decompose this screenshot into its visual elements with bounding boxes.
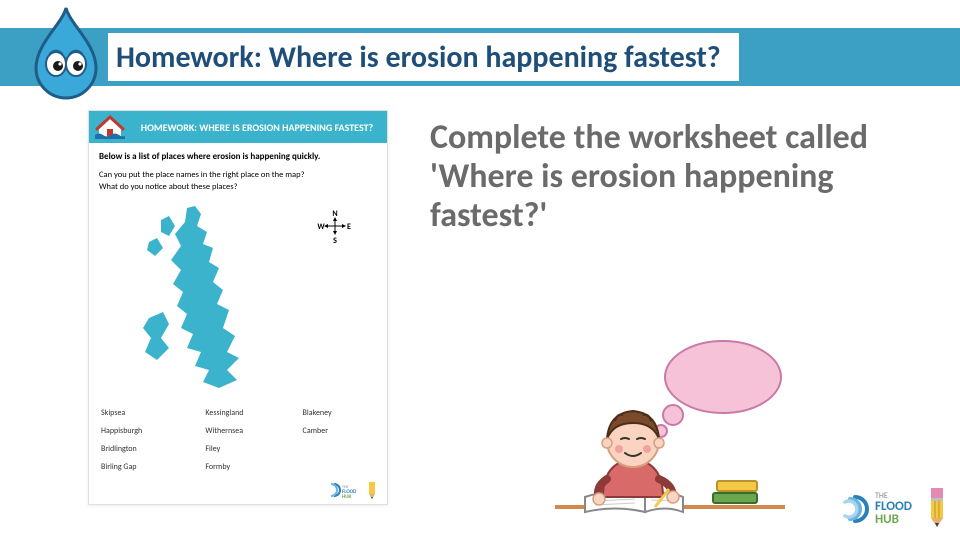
table-row: Happisburgh Withernsea Camber <box>99 422 377 440</box>
compass-w: W <box>317 222 325 232</box>
place-cell: Blakeney <box>301 404 377 422</box>
title-bar: Homework: Where is erosion happening fas… <box>0 28 960 86</box>
brand-text: THE FLOOD HUB <box>875 492 912 526</box>
child-writing-icon <box>555 337 785 532</box>
pencil-mini-icon <box>365 480 379 500</box>
pencil-corner-icon <box>922 488 952 528</box>
worksheet-body: Below is a list of places where erosion … <box>89 143 387 480</box>
worksheet-intro: Below is a list of places where erosion … <box>99 151 377 162</box>
place-cell: Filey <box>203 440 300 458</box>
compass-e: E <box>347 222 351 232</box>
table-row: Bridlington Filey <box>99 440 377 458</box>
worksheet-header: HOMEWORK: WHERE IS EROSION HAPPENING FAS… <box>89 111 387 143</box>
table-row: Birling Gap Formby <box>99 458 377 476</box>
svg-text:HUB: HUB <box>342 494 351 500</box>
place-cell: Withernsea <box>203 422 300 440</box>
compass-s: S <box>333 236 337 244</box>
instruction-text: Complete the worksheet called 'Where is … <box>430 118 910 235</box>
place-cell <box>301 440 377 458</box>
brand-hub: HUB <box>875 512 899 527</box>
floodhub-swirl-icon <box>837 493 869 525</box>
droplet-mascot-icon <box>28 6 104 102</box>
place-cell: Kessingland <box>203 404 300 422</box>
place-cell: Bridlington <box>99 440 203 458</box>
worksheet-q2: What do you notice about these places? <box>99 182 377 192</box>
compass-icon: N S W E <box>317 208 353 244</box>
worksheet-footer: THE FLOOD HUB <box>327 480 379 500</box>
place-cell: Birling Gap <box>99 458 203 476</box>
worksheet-places-table: Skipsea Kessingland Blakeney Happisburgh… <box>99 404 377 476</box>
house-flood-icon <box>95 115 125 139</box>
table-row: Skipsea Kessingland Blakeney <box>99 404 377 422</box>
place-cell: Skipsea <box>99 404 203 422</box>
floodhub-mini-logo-icon: THE FLOOD HUB <box>327 480 361 500</box>
floodhub-logo: THE FLOOD HUB <box>837 492 912 526</box>
worksheet-map: N S W E <box>99 198 377 398</box>
place-cell: Camber <box>301 422 377 440</box>
place-cell <box>301 458 377 476</box>
place-cell: Formby <box>203 458 300 476</box>
page-title: Homework: Where is erosion happening fas… <box>108 33 739 81</box>
worksheet-q1: Can you put the place names in the right… <box>99 170 377 180</box>
place-cell: Happisburgh <box>99 422 203 440</box>
worksheet-thumbnail: HOMEWORK: WHERE IS EROSION HAPPENING FAS… <box>88 110 388 505</box>
worksheet-header-text: HOMEWORK: WHERE IS EROSION HAPPENING FAS… <box>141 121 373 134</box>
